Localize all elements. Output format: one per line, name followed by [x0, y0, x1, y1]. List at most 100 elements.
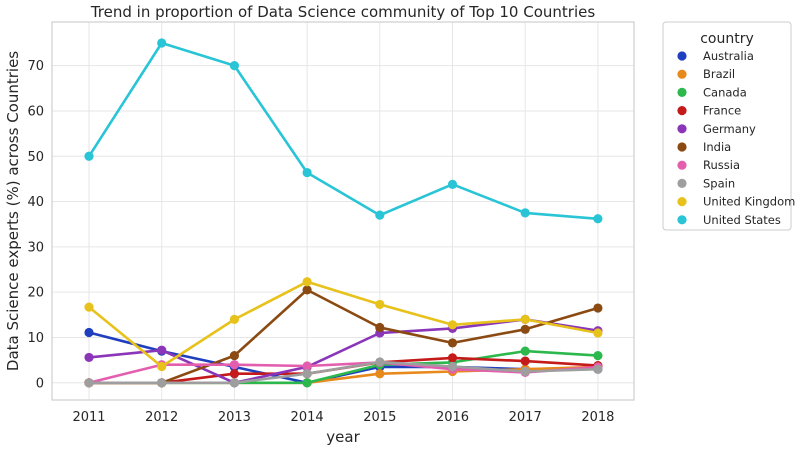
legend-item-india: India — [677, 140, 731, 154]
series-united-states — [84, 38, 603, 224]
legend-item-canada: Canada — [677, 85, 747, 99]
y-tick-label: 0 — [36, 376, 44, 391]
legend: country Australia Brazil Canada France Germa… — [662, 21, 795, 231]
data-point-india — [447, 338, 458, 348]
data-point-australia — [84, 327, 94, 338]
x-tick-label: 2014 — [291, 410, 324, 425]
series-line-united-kingdom — [87, 280, 600, 368]
data-point-united-kingdom — [447, 320, 458, 330]
x-tick-label: 2013 — [218, 410, 251, 425]
legend-marker — [677, 69, 687, 79]
series-layer — [84, 38, 603, 388]
tick-layer: 0 10 20 30 40 50 60 70 2011 2012 2013 2014 2015 2016 2… — [27, 59, 614, 425]
legend-label: France — [703, 104, 741, 118]
legend-label: Russia — [703, 158, 740, 172]
legend-label: United States — [703, 213, 781, 227]
x-tick-label: 2016 — [436, 410, 469, 425]
legend-item-spain: Spain — [677, 176, 735, 190]
y-tick-label: 20 — [27, 286, 44, 301]
data-point-united-states — [447, 179, 458, 189]
data-point-russia — [229, 360, 239, 370]
data-point-united-states — [84, 151, 94, 161]
legend-marker — [677, 106, 687, 116]
data-point-united-states — [520, 208, 530, 218]
legend-item-russia: Russia — [677, 158, 740, 172]
data-point-india — [229, 351, 239, 361]
data-point-france — [447, 353, 458, 363]
legend-item-australia: Australia — [677, 49, 754, 63]
data-point-india — [375, 322, 385, 333]
legend-items: Australia Brazil Canada France Germany India R… — [677, 49, 795, 227]
x-tick-label: 2012 — [145, 410, 178, 425]
legend-label: Brazil — [703, 67, 735, 81]
plot-frame — [51, 21, 635, 401]
legend-marker — [677, 142, 687, 152]
legend-item-brazil: Brazil — [677, 67, 735, 81]
data-point-spain — [157, 378, 167, 388]
data-point-united-kingdom — [593, 328, 603, 338]
legend-marker — [677, 160, 687, 170]
data-point-germany — [157, 345, 167, 355]
y-tick-label: 70 — [27, 59, 44, 74]
x-tick-label: 2018 — [581, 410, 614, 425]
y-tick-label: 40 — [27, 195, 44, 210]
legend-item-united-kingdom: United Kingdom — [677, 195, 795, 209]
series-line-spain — [87, 360, 600, 385]
data-point-germany — [84, 352, 94, 363]
data-point-india — [520, 324, 530, 334]
legend-marker — [677, 51, 687, 61]
legend-label: United Kingdom — [703, 195, 795, 209]
data-point-france — [229, 369, 239, 379]
legend-label: Germany — [703, 122, 756, 136]
legend-item-france: France — [677, 104, 741, 118]
data-point-spain — [375, 357, 385, 367]
chart-title: Trend in proportion of Data Science comm… — [90, 3, 596, 21]
legend-label: Canada — [703, 85, 747, 99]
legend-label: Spain — [703, 176, 735, 190]
data-point-united-states — [302, 167, 312, 178]
data-point-russia — [302, 361, 312, 371]
legend-label: Australia — [703, 49, 754, 63]
x-tick-label: 2011 — [72, 410, 105, 425]
legend-marker — [677, 124, 687, 134]
data-point-spain — [593, 364, 603, 374]
series-line-india — [87, 288, 600, 385]
data-point-canada — [593, 351, 603, 361]
data-point-united-kingdom — [157, 361, 167, 372]
y-tick-label: 60 — [27, 104, 44, 119]
data-point-spain — [302, 369, 312, 379]
x-tick-label: 2015 — [363, 410, 396, 425]
legend-marker — [677, 197, 687, 207]
data-point-india — [302, 285, 312, 295]
data-point-brazil — [375, 369, 385, 379]
data-point-united-kingdom — [229, 314, 239, 324]
legend-title: country — [700, 31, 754, 47]
data-point-united-states — [375, 210, 385, 220]
data-point-canada — [520, 346, 530, 356]
data-point-united-kingdom — [302, 277, 312, 287]
legend-marker — [677, 178, 687, 188]
data-point-spain — [520, 366, 530, 377]
data-point-united-kingdom — [84, 302, 94, 312]
series-line-australia — [87, 331, 600, 385]
data-point-spain — [229, 378, 239, 388]
series-spain — [84, 357, 603, 388]
y-tick-label: 30 — [27, 240, 44, 255]
x-tick-label: 2017 — [509, 410, 542, 425]
data-point-france — [520, 356, 530, 366]
legend-item-united-states: United States — [677, 213, 781, 227]
data-point-united-kingdom — [375, 299, 385, 310]
legend-marker — [677, 215, 687, 225]
data-point-united-kingdom — [520, 314, 530, 324]
y-tick-label: 10 — [27, 331, 44, 346]
legend-item-germany: Germany — [677, 122, 756, 136]
data-point-united-states — [229, 61, 239, 71]
y-axis-label: Data Science experts (%) across Countrie… — [4, 51, 22, 371]
legend-box — [662, 21, 792, 231]
series-united-kingdom — [84, 277, 603, 372]
data-point-canada — [302, 378, 312, 388]
data-point-spain — [84, 378, 94, 388]
data-point-united-states — [157, 38, 167, 48]
data-point-india — [593, 303, 603, 313]
